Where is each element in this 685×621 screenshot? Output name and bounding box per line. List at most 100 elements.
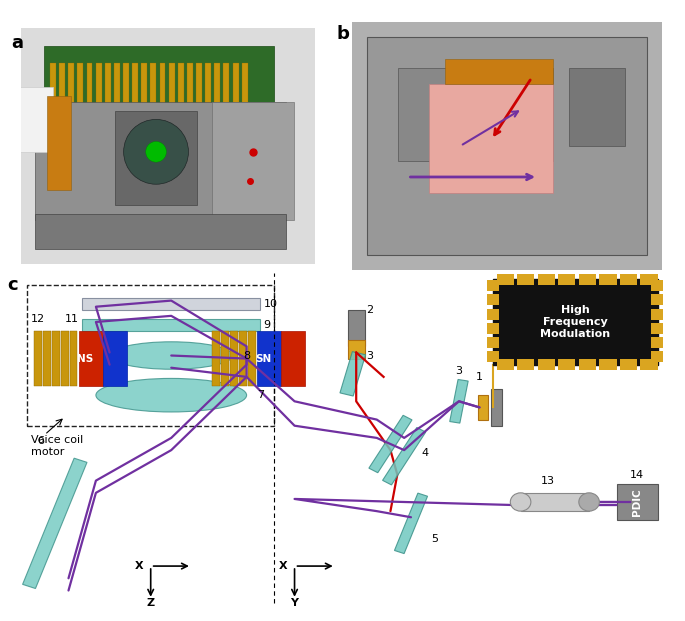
Text: b: b	[336, 25, 349, 43]
Text: 6: 6	[38, 436, 45, 446]
Bar	[50, 63, 56, 107]
Polygon shape	[383, 427, 425, 485]
Bar	[239, 331, 247, 386]
Text: Z: Z	[147, 598, 155, 608]
Polygon shape	[492, 389, 501, 426]
Bar	[141, 63, 147, 107]
Bar	[242, 63, 248, 107]
Polygon shape	[450, 379, 468, 423]
Bar	[178, 63, 184, 107]
Bar	[569, 68, 625, 146]
Bar	[281, 331, 305, 386]
Ellipse shape	[110, 342, 233, 369]
Bar	[651, 309, 663, 320]
Bar	[160, 63, 166, 107]
Bar	[103, 331, 127, 386]
Bar	[487, 337, 499, 348]
Bar	[538, 274, 555, 285]
Polygon shape	[348, 340, 365, 358]
Ellipse shape	[123, 119, 188, 184]
Bar	[82, 319, 260, 331]
Bar	[114, 63, 120, 107]
Bar	[123, 63, 129, 107]
Bar	[212, 331, 220, 386]
Bar	[36, 214, 286, 249]
Bar	[517, 274, 534, 285]
Bar	[82, 297, 260, 310]
Bar	[18, 87, 53, 152]
Bar	[487, 322, 499, 333]
Bar	[558, 274, 575, 285]
Bar	[497, 274, 514, 285]
Bar	[579, 274, 596, 285]
Bar	[230, 331, 238, 386]
Text: 4: 4	[421, 448, 428, 458]
Bar	[115, 111, 197, 205]
Bar	[105, 63, 111, 107]
Bar	[248, 331, 256, 386]
Bar	[651, 337, 663, 348]
Text: 10: 10	[264, 299, 277, 309]
Bar	[151, 63, 156, 107]
Text: motor: motor	[31, 447, 64, 457]
Bar	[43, 331, 51, 386]
Bar	[223, 63, 229, 107]
Bar	[651, 322, 663, 333]
Text: X: X	[135, 561, 144, 571]
Bar	[169, 63, 175, 107]
Polygon shape	[395, 493, 427, 553]
Bar	[44, 46, 274, 111]
Bar	[398, 68, 553, 161]
Bar	[487, 281, 499, 291]
Text: 1: 1	[476, 372, 483, 382]
Bar	[487, 351, 499, 361]
Bar	[640, 274, 658, 285]
Bar	[206, 63, 211, 107]
Text: 2: 2	[366, 305, 373, 315]
Polygon shape	[23, 458, 87, 589]
Ellipse shape	[146, 142, 166, 162]
Bar	[620, 274, 637, 285]
Bar	[132, 63, 138, 107]
Bar	[497, 359, 514, 370]
Bar	[47, 96, 71, 190]
Bar	[521, 493, 589, 511]
Text: 9: 9	[264, 320, 271, 330]
Bar	[27, 285, 274, 426]
Bar	[487, 309, 499, 320]
Bar	[640, 359, 658, 370]
Ellipse shape	[96, 378, 247, 412]
Bar	[221, 331, 229, 386]
Text: 3: 3	[366, 351, 373, 361]
Polygon shape	[478, 395, 488, 420]
Bar	[61, 331, 68, 386]
Bar	[79, 331, 103, 386]
Bar	[620, 359, 637, 370]
Bar	[599, 359, 616, 370]
Bar	[493, 279, 658, 365]
Bar	[651, 294, 663, 306]
Text: 14: 14	[630, 469, 644, 479]
Bar	[616, 484, 658, 520]
Text: 7: 7	[257, 390, 264, 400]
Text: PDIC: PDIC	[632, 488, 642, 516]
Polygon shape	[369, 415, 412, 473]
Text: Y: Y	[290, 598, 299, 608]
Bar	[233, 63, 238, 107]
Bar	[558, 359, 575, 370]
Text: NS: NS	[77, 353, 94, 363]
Bar	[651, 351, 663, 361]
Bar	[257, 331, 281, 386]
Bar	[77, 63, 84, 107]
Bar	[487, 294, 499, 306]
Text: 13: 13	[541, 476, 555, 486]
Bar	[538, 359, 555, 370]
Bar	[651, 281, 663, 291]
Bar	[68, 63, 74, 107]
Polygon shape	[348, 310, 365, 347]
Bar	[367, 37, 647, 255]
Bar	[70, 331, 77, 386]
Bar	[187, 63, 193, 107]
Text: 3: 3	[456, 366, 462, 376]
Bar	[599, 274, 616, 285]
